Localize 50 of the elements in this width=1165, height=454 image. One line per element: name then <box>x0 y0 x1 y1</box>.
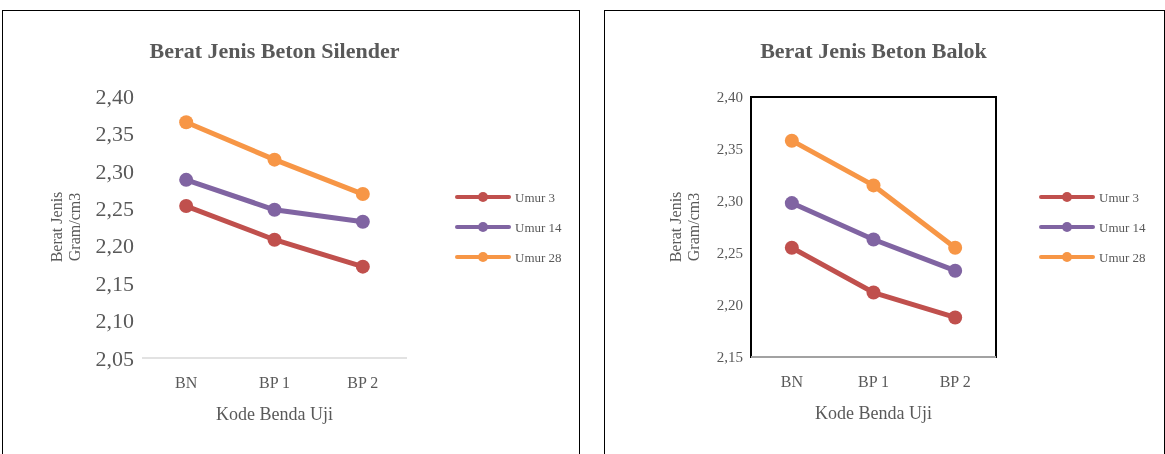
point <box>267 232 282 247</box>
x-tick-label: BP 1 <box>858 373 889 390</box>
point <box>267 152 282 167</box>
y-tick-label: 2,35 <box>716 141 743 158</box>
point <box>866 232 881 247</box>
x-tick-label: BP 2 <box>939 373 971 390</box>
point <box>355 259 370 274</box>
point <box>948 310 963 325</box>
y-axis-title: Berat Jenis Gram/cm3 <box>667 191 702 263</box>
x-tick-label: BN <box>175 374 198 391</box>
y-tick-label: 2,10 <box>95 308 134 334</box>
point <box>866 178 881 193</box>
y-axis-title: Berat Jenis Gram/cm3 <box>48 191 83 263</box>
y-tick-label: 2,20 <box>95 233 134 259</box>
x-axis-title: Kode Benda Uji <box>216 404 333 424</box>
point <box>179 115 194 130</box>
y-tick-label: 2,15 <box>95 270 134 296</box>
x-tick-label: BP 2 <box>347 374 379 391</box>
x-tick-label: BN <box>780 373 804 390</box>
point <box>948 240 963 255</box>
chart-title: Berat Jenis Beton Silender <box>149 38 400 63</box>
chart-title: Berat Jenis Beton Balok <box>760 38 988 63</box>
point <box>179 172 194 187</box>
y-tick-label: 2,25 <box>95 195 134 221</box>
point <box>179 199 194 214</box>
y-tick-label: 2,05 <box>95 345 134 371</box>
point <box>267 202 282 217</box>
point <box>355 187 370 202</box>
y-tick-label: 2,40 <box>716 89 743 106</box>
y-tick-label: 2,20 <box>716 297 743 314</box>
point <box>866 285 881 300</box>
y-tick-label: 2,30 <box>95 158 134 184</box>
y-tick-label: 2,35 <box>95 121 134 147</box>
x-tick-label: BP 1 <box>259 374 290 391</box>
y-tick-label: 2,25 <box>716 245 743 262</box>
legend-label: Umur 28 <box>515 249 562 265</box>
point <box>948 263 963 278</box>
point <box>784 133 799 148</box>
legend-label: Umur 28 <box>1099 249 1146 265</box>
legend-label: Umur 14 <box>1099 219 1147 235</box>
point <box>784 240 799 255</box>
x-axis-title: Kode Benda Uji <box>815 403 932 423</box>
y-tick-label: 2,30 <box>716 193 743 210</box>
point <box>784 196 799 211</box>
legend-label: Umur 3 <box>515 189 556 205</box>
point <box>355 214 370 229</box>
y-tick-label: 2,15 <box>716 349 743 366</box>
y-tick-label: 2,40 <box>95 83 134 109</box>
legend-label: Umur 3 <box>1099 189 1140 205</box>
legend-label: Umur 14 <box>515 219 563 235</box>
